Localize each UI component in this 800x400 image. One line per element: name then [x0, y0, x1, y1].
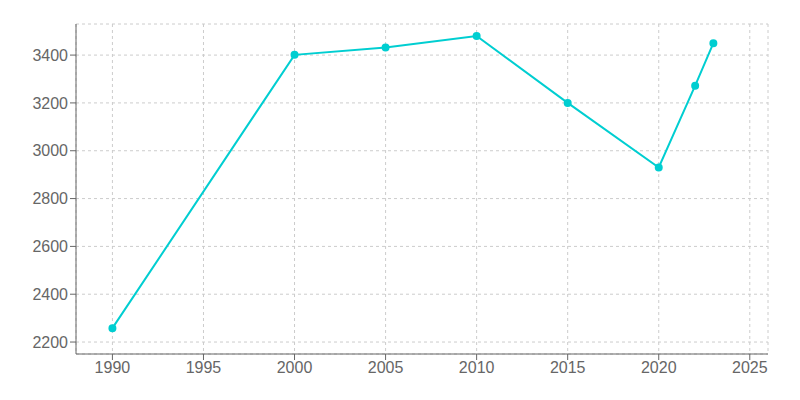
svg-text:2025: 2025: [732, 359, 768, 376]
svg-text:3000: 3000: [32, 142, 68, 159]
svg-text:2020: 2020: [641, 359, 677, 376]
svg-text:2005: 2005: [368, 359, 404, 376]
svg-text:2015: 2015: [550, 359, 586, 376]
svg-text:1995: 1995: [186, 359, 222, 376]
svg-text:2000: 2000: [277, 359, 313, 376]
svg-text:1990: 1990: [95, 359, 131, 376]
svg-text:3200: 3200: [32, 95, 68, 112]
svg-text:3400: 3400: [32, 47, 68, 64]
svg-text:2400: 2400: [32, 286, 68, 303]
svg-text:2600: 2600: [32, 238, 68, 255]
svg-text:2800: 2800: [32, 190, 68, 207]
svg-text:2200: 2200: [32, 334, 68, 351]
svg-text:2010: 2010: [459, 359, 495, 376]
